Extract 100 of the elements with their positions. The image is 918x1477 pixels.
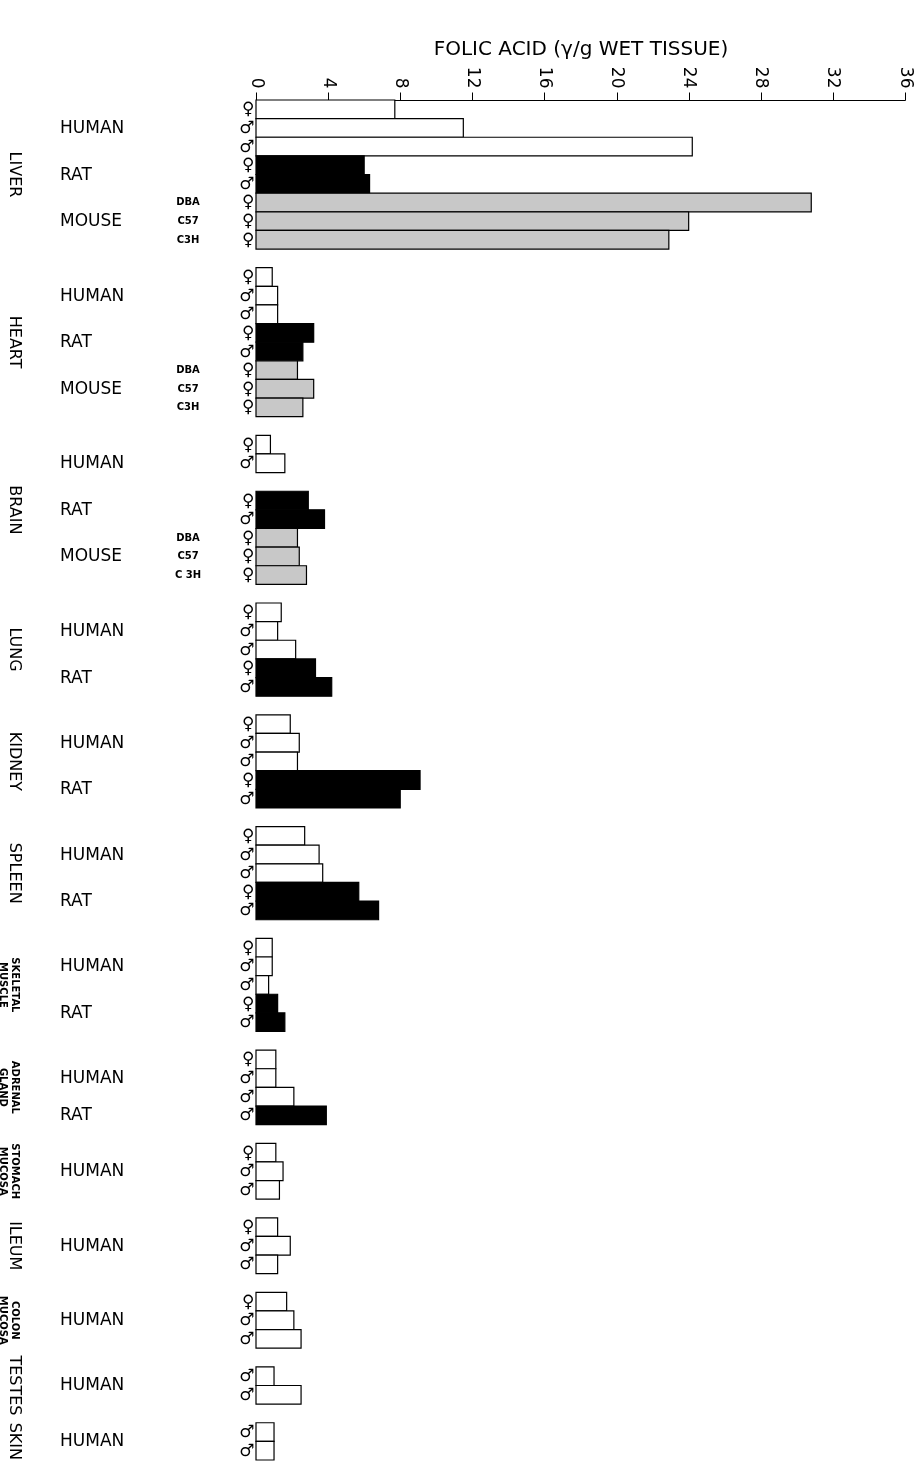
text: HUMAN [60,1309,125,1330]
y-tick-label: ♀ [242,769,255,789]
y-tick-label: ♂ [239,340,255,361]
y-tick-label: ♀ [242,433,255,454]
y-tick-label: ♀ [242,880,255,901]
y-tick-label: ♂ [239,973,255,994]
y-tick-label: ♂ [239,1067,255,1088]
x-axis-title: FOLIC ACID (γ/g WET TISSUE) [433,35,729,60]
text: RAT [60,163,93,184]
x-tick-label: 36 [896,66,917,89]
text: STOMACH MUCOSA [0,1143,21,1200]
text: RAT [60,890,93,911]
y-tick-label: ♂ [239,843,255,864]
x-tick-label: 28 [752,66,773,89]
y-tick-label: ♂ [239,116,255,137]
y-tick-label: ♂ [239,508,255,529]
text: C57 [177,382,199,394]
text: DBA [176,196,201,208]
text: C57 [177,550,199,562]
text: HUMAN [60,284,125,305]
y-tick-label: ♂ [239,452,255,473]
y-tick-label: ♂ [239,1011,255,1032]
y-tick-label: ♀ [242,1141,255,1162]
y-tick-label: ♂ [239,675,255,696]
y-tick-label: ♂ [239,862,255,883]
text: C 3H [174,569,202,581]
y-tick-label: ♂ [239,1253,255,1274]
y-tick-label: ♀ [242,1048,255,1069]
text: LIVER [6,151,25,198]
x-tick-label: 8 [391,77,412,89]
y-tick-label: ♂ [239,787,255,808]
text: HUMAN [60,843,125,864]
x-tick-label: 32 [824,66,845,89]
y-tick-label: ♀ [242,657,255,678]
text: C3H [176,401,200,413]
text: RAT [60,666,93,687]
text: BRAIN [6,485,25,535]
y-tick-label: ♀ [242,1290,255,1311]
x-tick-label: 16 [535,66,556,89]
y-tick-label: ♀ [242,526,255,547]
text: RAT [60,331,93,352]
y-tick-label: ♀ [242,601,255,622]
x-tick-label: 24 [680,66,701,89]
text: SKIN [6,1422,25,1461]
y-tick-label: ♂ [239,750,255,771]
y-tick-label: ♀ [242,992,255,1013]
y-tick-label: ♀ [242,564,255,585]
y-tick-label: ♂ [239,731,255,752]
y-tick-label: ♀ [242,936,255,957]
y-tick-label: ♀ [242,396,255,417]
y-tick-label: ♂ [239,1160,255,1181]
text: MOUSE [60,210,123,231]
text: HEART [6,315,25,369]
text: HUMAN [60,1160,125,1181]
text: HUMAN [60,1067,125,1088]
text: HUMAN [60,1234,125,1255]
text: ADRENAL GLAND [0,1060,21,1115]
y-tick-label: ♀ [242,191,255,212]
y-tick-label: ♂ [239,1439,255,1460]
y-tick-label: ♂ [239,284,255,305]
x-tick-label: 20 [608,66,629,89]
text: COLON MUCOSA [0,1295,21,1345]
y-tick-label: ♂ [239,1085,255,1106]
y-tick-label: ♂ [239,135,255,156]
y-tick-label: ♂ [239,1383,255,1404]
text: RAT [60,1104,93,1125]
y-tick-label: ♂ [239,955,255,976]
text: HUMAN [60,955,125,976]
text: ILEUM [6,1221,25,1271]
y-tick-label: ♂ [239,303,255,324]
text: RAT [60,1001,93,1022]
text: RAT [60,778,93,799]
text: DBA [176,364,201,376]
text: RAT [60,498,93,519]
y-tick-label: ♀ [242,713,255,734]
x-tick-label: 0 [247,77,268,89]
y-tick-label: ♀ [242,265,255,286]
y-tick-label: ♂ [239,1234,255,1255]
y-tick-label: ♀ [242,1216,255,1237]
text: HUMAN [60,1430,125,1451]
y-tick-label: ♀ [242,824,255,845]
text: MOUSE [60,377,123,398]
y-tick-label: ♀ [242,210,255,231]
y-tick-label: ♂ [239,1309,255,1330]
text: HUMAN [60,731,125,752]
text: MOUSE [60,545,123,566]
text: KIDNEY [6,731,25,792]
y-tick-label: ♂ [239,619,255,640]
text: SKELETAL MUSCLE [0,957,21,1014]
text: HUMAN [60,116,125,137]
text: HUMAN [60,1374,125,1395]
y-tick-label: ♂ [239,172,255,193]
x-tick-label: 4 [319,77,340,89]
text: HUMAN [60,452,125,473]
y-tick-label: ♀ [242,359,255,380]
y-tick-label: ♀ [242,489,255,510]
y-tick-label: ♂ [239,1421,255,1442]
y-tick-label: ♀ [242,545,255,566]
text: SPLEEN [6,842,25,904]
text: TESTES [6,1354,25,1416]
